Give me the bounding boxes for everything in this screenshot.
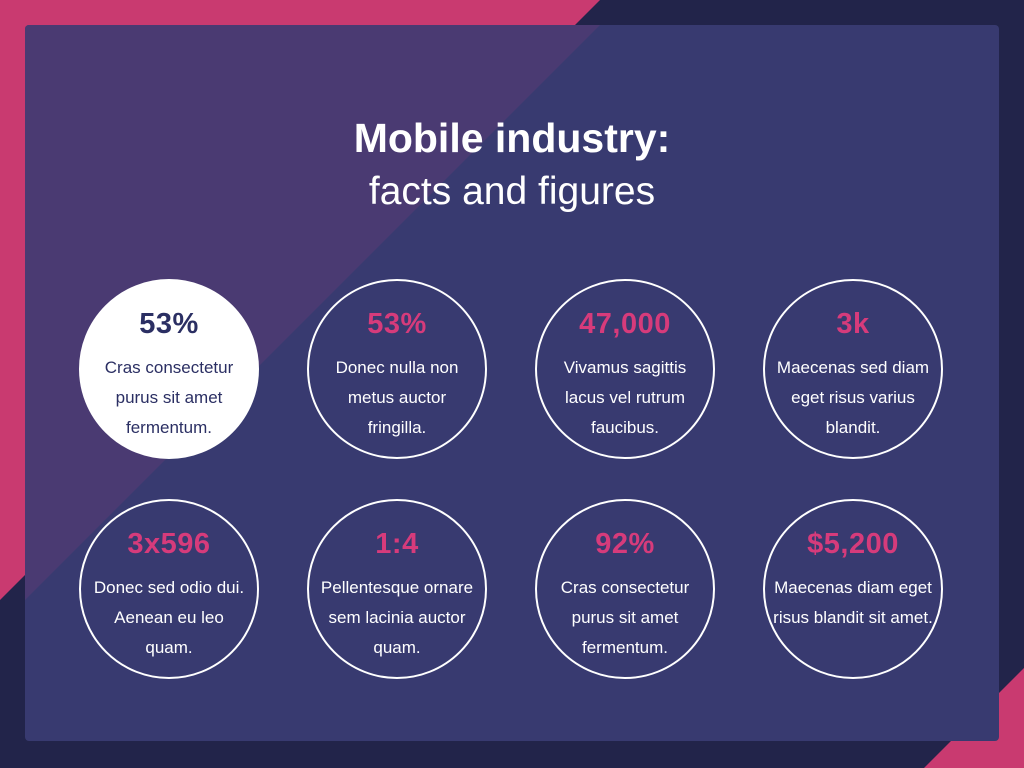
stat-value: 53% (139, 308, 199, 340)
stat-value: 53% (367, 308, 427, 340)
stat-description: Maecenas diam eget risus blandit sit ame… (773, 578, 933, 627)
stat-circle-2: 53% Donec nulla non metus auctor fringil… (307, 279, 487, 459)
stat-description: Donec nulla non metus auctor fringilla. (335, 358, 459, 437)
stat-description: Cras consectetur purus sit amet fermentu… (560, 578, 690, 657)
page-title: Mobile industry: facts and figures (0, 112, 1024, 220)
stat-value: $5,200 (807, 528, 899, 560)
stat-circle-5: 3x596 Donec sed odio dui. Aenean eu leo … (79, 499, 259, 679)
stat-description: Donec sed odio dui. Aenean eu leo quam. (93, 578, 245, 657)
stat-circle-1: 53% Cras consectetur purus sit amet ferm… (79, 279, 259, 459)
title-line-1: Mobile industry: (353, 115, 671, 161)
stat-value: 92% (595, 528, 655, 560)
stat-circle-8: $5,200 Maecenas diam eget risus blandit … (763, 499, 943, 679)
stat-value: 3k (836, 308, 870, 340)
stat-circle-4: 3k Maecenas sed diam eget risus varius b… (763, 279, 943, 459)
stat-value: 3x596 (127, 528, 211, 560)
stat-description: Maecenas sed diam eget risus varius blan… (776, 358, 930, 437)
title-line-2: facts and figures (368, 170, 656, 213)
stat-description: Vivamus sagittis lacus vel rutrum faucib… (563, 358, 687, 437)
stat-description: Pellentesque ornare sem lacinia auctor q… (320, 578, 474, 657)
stat-value: 47,000 (579, 308, 671, 340)
stat-value: 1:4 (375, 528, 419, 560)
stat-circle-6: 1:4 Pellentesque ornare sem lacinia auct… (307, 499, 487, 679)
stat-circle-7: 92% Cras consectetur purus sit amet ferm… (535, 499, 715, 679)
stat-description: Cras consectetur purus sit amet fermentu… (104, 358, 234, 437)
stat-circle-3: 47,000 Vivamus sagittis lacus vel rutrum… (535, 279, 715, 459)
